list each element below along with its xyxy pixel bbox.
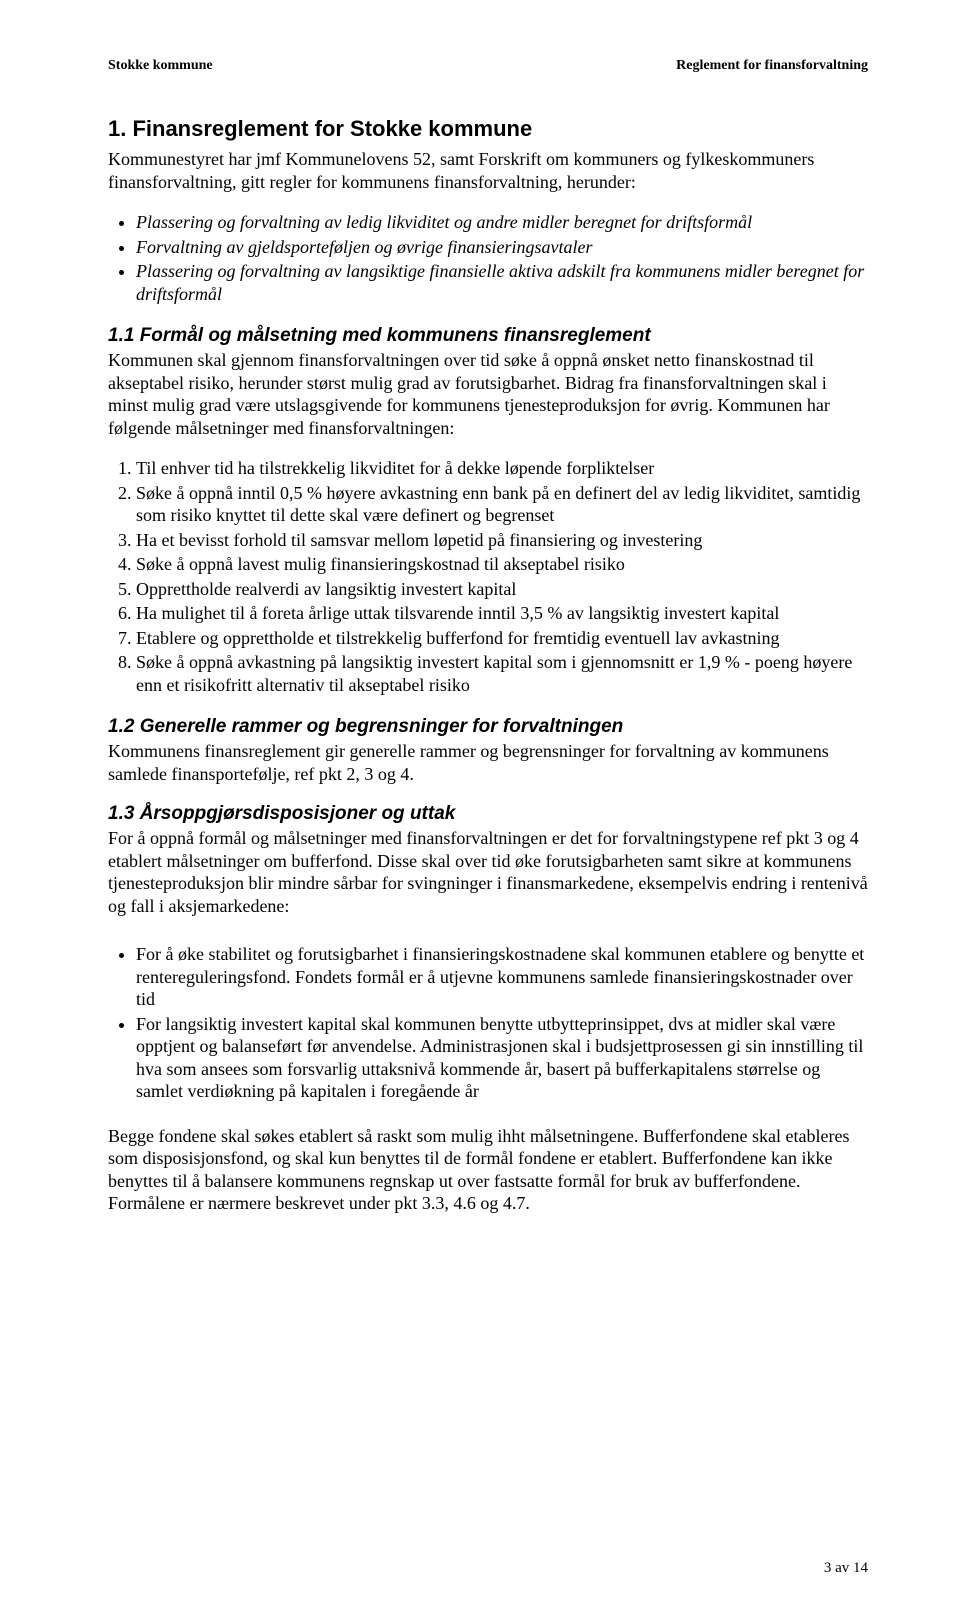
- list-item: Plassering og forvaltning av langsiktige…: [136, 260, 868, 305]
- section-1-3-paragraph-1: For å oppnå formål og målsetninger med f…: [108, 827, 868, 917]
- list-item: Ha mulighet til å foreta årlige uttak ti…: [136, 602, 868, 625]
- list-item: Ha et bevisst forhold til samsvar mellom…: [136, 529, 868, 552]
- list-item: Plassering og forvaltning av ledig likvi…: [136, 211, 868, 234]
- section-1-bullets: Plassering og forvaltning av ledig likvi…: [108, 211, 868, 305]
- section-1-2-title: 1.2 Generelle rammer og begrensninger fo…: [108, 716, 868, 738]
- section-1-3-paragraph-2: Begge fondene skal søkes etablert så ras…: [108, 1125, 868, 1215]
- section-1-3-bullets: For å øke stabilitet og forutsigbarhet i…: [108, 943, 868, 1103]
- page: Stokke kommune Reglement for finansforva…: [0, 0, 960, 1617]
- page-number: 3 av 14: [824, 1560, 868, 1577]
- section-1-intro: Kommunestyret har jmf Kommunelovens 52, …: [108, 148, 868, 193]
- list-item: Forvaltning av gjeldsporteføljen og øvri…: [136, 236, 868, 259]
- list-item: For langsiktig investert kapital skal ko…: [136, 1013, 868, 1103]
- header-right: Reglement for finansforvaltning: [676, 58, 868, 74]
- list-item: Til enhver tid ha tilstrekkelig likvidit…: [136, 457, 868, 480]
- section-1-title: 1. Finansreglement for Stokke kommune: [108, 116, 868, 142]
- list-item: Etablere og opprettholde et tilstrekkeli…: [136, 627, 868, 650]
- header-left: Stokke kommune: [108, 58, 213, 74]
- section-1-1-list: Til enhver tid ha tilstrekkelig likvidit…: [108, 457, 868, 696]
- list-item: Søke å oppnå avkastning på langsiktig in…: [136, 651, 868, 696]
- list-item: Opprettholde realverdi av langsiktig inv…: [136, 578, 868, 601]
- section-1-2-paragraph: Kommunens finansreglement gir generelle …: [108, 740, 868, 785]
- section-1-3-title: 1.3 Årsoppgjørsdisposisjoner og uttak: [108, 803, 868, 825]
- section-1-1-title: 1.1 Formål og målsetning med kommunens f…: [108, 325, 868, 347]
- running-header: Stokke kommune Reglement for finansforva…: [108, 58, 868, 74]
- section-1-1-paragraph: Kommunen skal gjennom finansforvaltninge…: [108, 349, 868, 439]
- list-item: For å øke stabilitet og forutsigbarhet i…: [136, 943, 868, 1011]
- list-item: Søke å oppnå inntil 0,5 % høyere avkastn…: [136, 482, 868, 527]
- list-item: Søke å oppnå lavest mulig finansieringsk…: [136, 553, 868, 576]
